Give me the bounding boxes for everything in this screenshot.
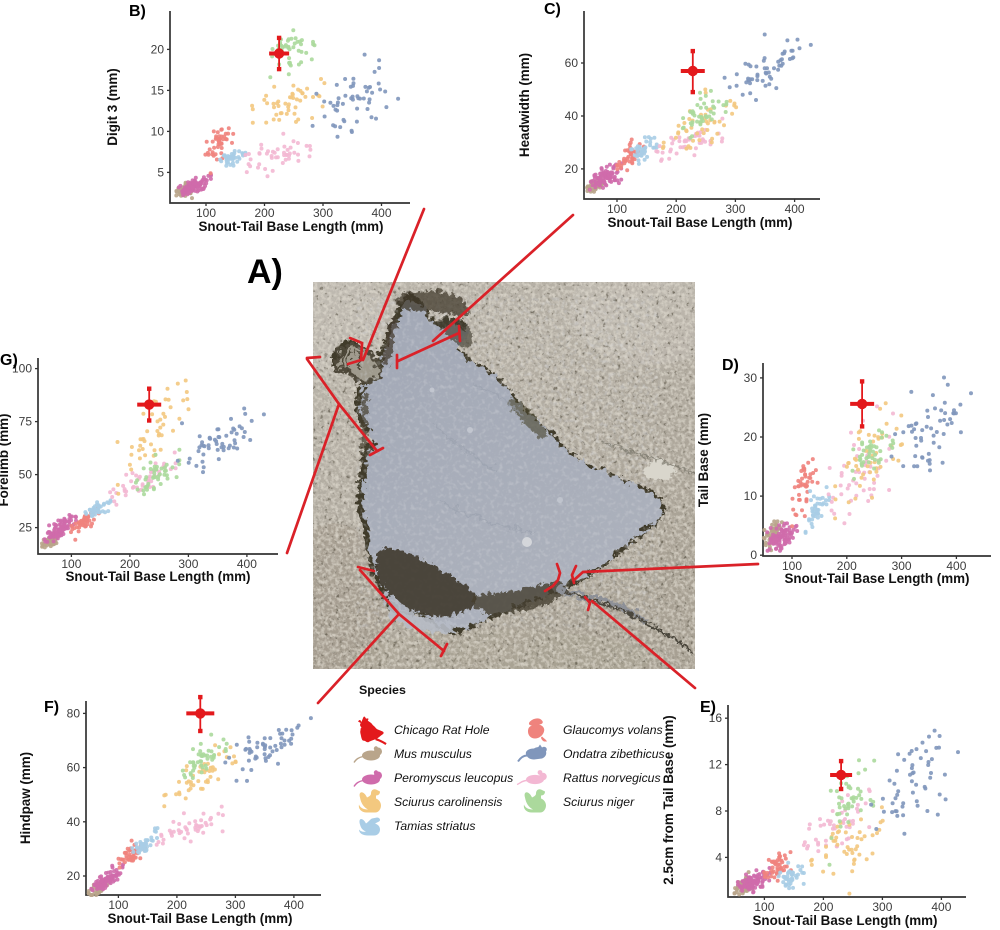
svg-text:400: 400: [785, 202, 805, 216]
svg-text:10: 10: [744, 489, 758, 503]
svg-text:Chicago Rat Hole: Chicago Rat Hole: [394, 723, 490, 737]
svg-text:2.5cm from Tail Base (mm): 2.5cm from Tail Base (mm): [661, 715, 676, 884]
svg-text:8: 8: [715, 804, 722, 818]
svg-text:300: 300: [313, 206, 333, 220]
svg-text:100: 100: [196, 206, 216, 220]
svg-text:100: 100: [754, 900, 774, 914]
svg-text:Tail Base (mm): Tail Base (mm): [696, 413, 711, 507]
svg-text:Tamias striatus: Tamias striatus: [394, 819, 476, 833]
svg-text:Mus musculus: Mus musculus: [394, 747, 472, 761]
svg-text:10: 10: [151, 124, 165, 138]
svg-text:400: 400: [371, 206, 391, 220]
svg-text:16: 16: [709, 711, 723, 725]
svg-text:Rattus norvegicus: Rattus norvegicus: [563, 771, 661, 785]
svg-text:Ondatra zibethicus: Ondatra zibethicus: [563, 747, 665, 761]
svg-text:400: 400: [946, 559, 966, 573]
svg-text:100: 100: [607, 202, 627, 216]
svg-text:30: 30: [744, 371, 758, 385]
svg-text:300: 300: [892, 559, 912, 573]
svg-text:Species: Species: [359, 683, 406, 697]
svg-text:300: 300: [178, 557, 198, 571]
svg-text:G): G): [0, 352, 18, 369]
svg-text:Headwidth (mm): Headwidth (mm): [517, 53, 532, 157]
svg-text:100: 100: [782, 559, 802, 573]
svg-text:200: 200: [120, 557, 140, 571]
svg-text:200: 200: [837, 559, 857, 573]
svg-text:200: 200: [167, 898, 187, 912]
svg-text:300: 300: [225, 898, 245, 912]
svg-text:B): B): [129, 3, 146, 20]
svg-text:40: 40: [67, 815, 81, 829]
svg-text:Peromyscus leucopus: Peromyscus leucopus: [394, 771, 513, 785]
svg-text:Snout-Tail Base Length (mm): Snout-Tail Base Length (mm): [608, 215, 793, 230]
svg-text:40: 40: [565, 109, 579, 123]
svg-text:25: 25: [19, 521, 33, 535]
svg-text:Sciurus carolinensis: Sciurus carolinensis: [394, 795, 502, 809]
svg-text:400: 400: [284, 898, 304, 912]
svg-text:12: 12: [709, 758, 723, 772]
svg-text:5: 5: [157, 165, 164, 179]
svg-text:60: 60: [565, 56, 579, 70]
svg-text:Snout-Tail Base Length (mm): Snout-Tail Base Length (mm): [785, 571, 970, 586]
svg-text:15: 15: [151, 83, 165, 97]
svg-text:50: 50: [19, 468, 33, 482]
svg-text:Digit 3 (mm): Digit 3 (mm): [105, 68, 120, 145]
svg-text:Glaucomys volans: Glaucomys volans: [563, 723, 663, 737]
svg-text:100: 100: [108, 898, 128, 912]
svg-text:300: 300: [725, 202, 745, 216]
svg-text:75: 75: [19, 415, 33, 429]
svg-text:Forelimb (mm): Forelimb (mm): [0, 414, 11, 507]
svg-text:20: 20: [565, 162, 579, 176]
svg-text:20: 20: [744, 430, 758, 444]
svg-text:Sciurus niger: Sciurus niger: [563, 795, 635, 809]
svg-text:60: 60: [67, 761, 81, 775]
svg-text:20: 20: [151, 42, 165, 56]
svg-text:80: 80: [67, 706, 81, 720]
svg-text:Snout-Tail Base Length (mm): Snout-Tail Base Length (mm): [66, 569, 251, 584]
svg-text:D): D): [722, 357, 739, 374]
svg-text:E): E): [700, 699, 716, 716]
svg-text:20: 20: [67, 869, 81, 883]
svg-text:Snout-Tail Base Length (mm): Snout-Tail Base Length (mm): [199, 219, 384, 234]
svg-text:Snout-Tail Base Length (mm): Snout-Tail Base Length (mm): [108, 911, 293, 926]
svg-text:Snout-Tail Base Length (mm): Snout-Tail Base Length (mm): [753, 913, 938, 928]
svg-text:0: 0: [750, 548, 757, 562]
svg-text:400: 400: [237, 557, 257, 571]
svg-text:F): F): [44, 699, 59, 716]
svg-text:400: 400: [931, 900, 951, 914]
svg-text:C): C): [544, 1, 561, 18]
svg-text:100: 100: [61, 557, 81, 571]
svg-text:A): A): [247, 253, 283, 291]
svg-text:300: 300: [872, 900, 892, 914]
svg-text:100: 100: [12, 362, 32, 376]
svg-text:200: 200: [666, 202, 686, 216]
svg-text:4: 4: [715, 850, 722, 864]
svg-text:Hindpaw (mm): Hindpaw (mm): [18, 752, 33, 844]
svg-text:200: 200: [813, 900, 833, 914]
svg-text:200: 200: [254, 206, 274, 220]
